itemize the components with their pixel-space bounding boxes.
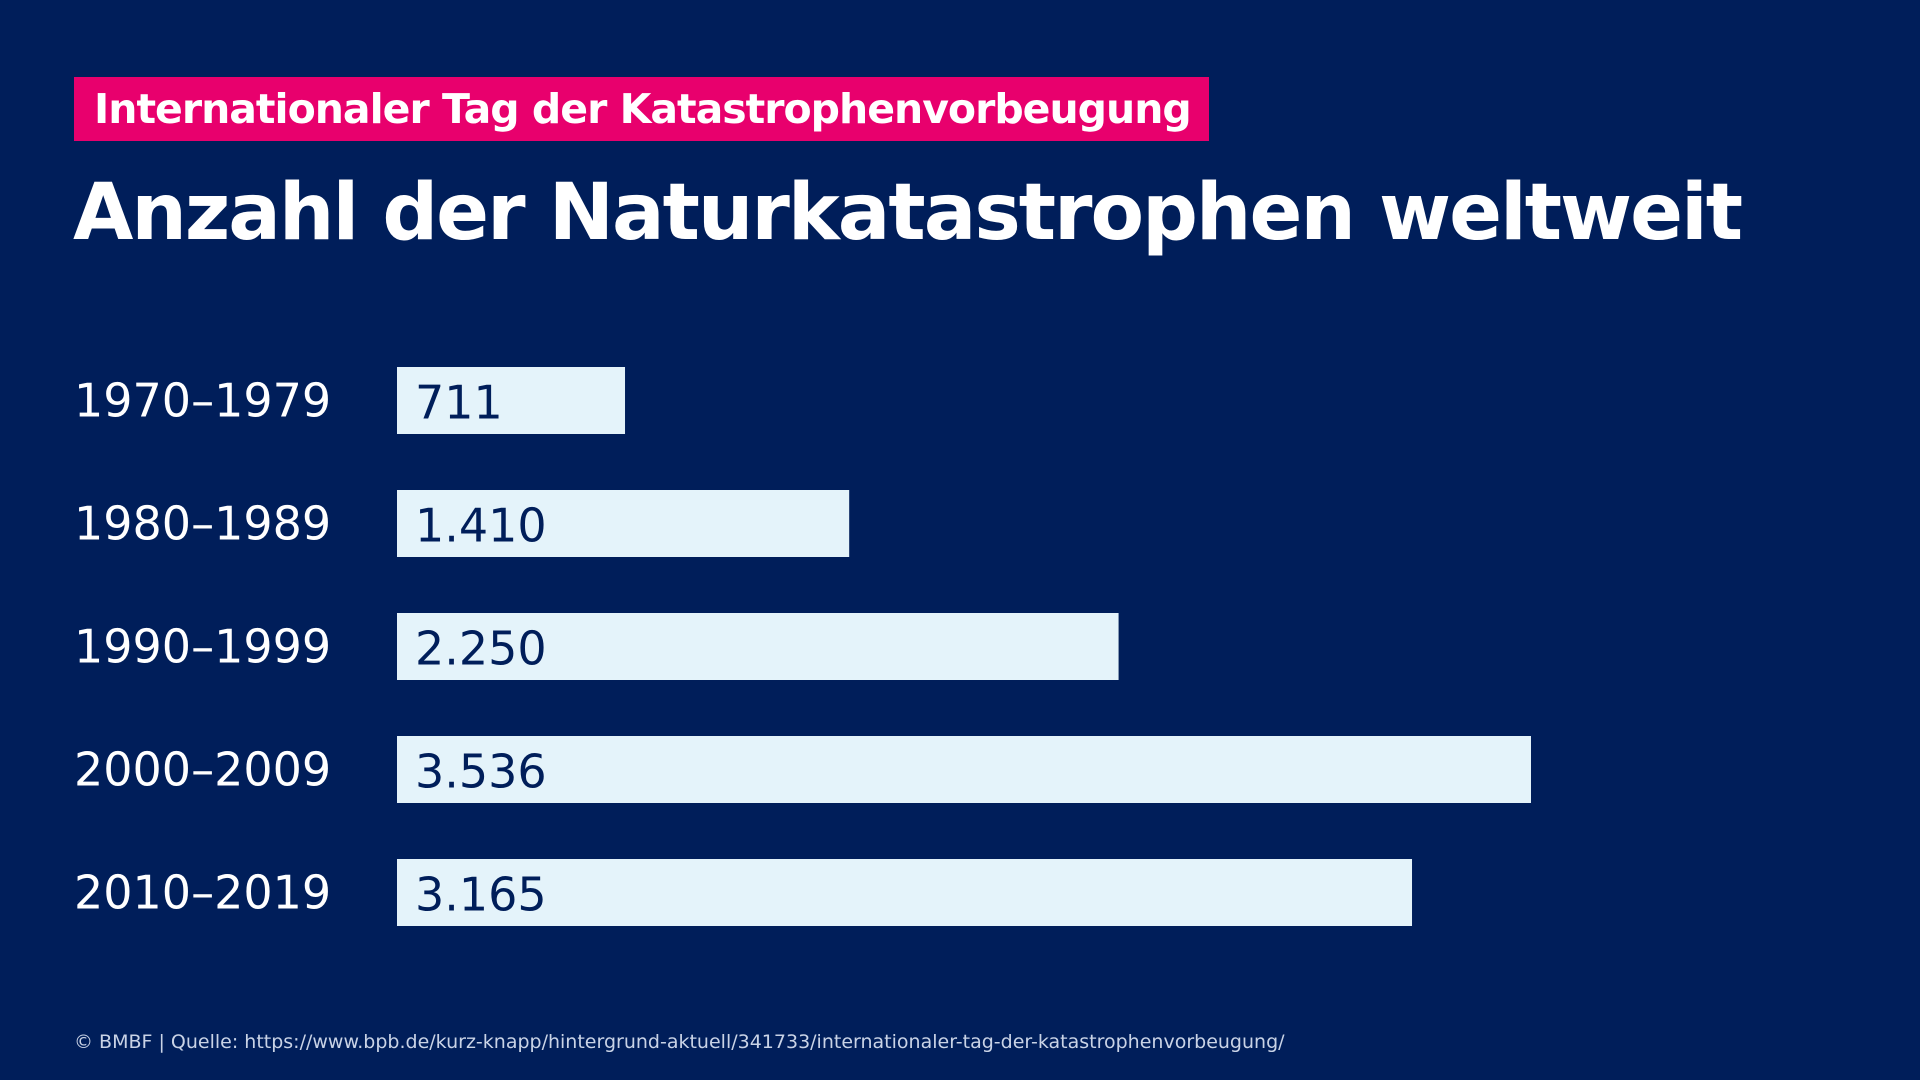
bar <box>397 736 1531 803</box>
category-label: 1980–1989 <box>74 497 331 551</box>
bar-value-label: 1.410 <box>415 499 547 553</box>
bar <box>397 367 626 434</box>
bar <box>397 490 850 557</box>
category-label: 2000–2009 <box>74 743 331 797</box>
category-label: 1970–1979 <box>74 374 331 428</box>
chart-title: Anzahl der Naturkatastrophen weltweit <box>73 168 1743 258</box>
category-label: 2010–2019 <box>74 866 331 920</box>
source-footer: © BMBF | Quelle: https://www.bpb.de/kurz… <box>74 1031 1285 1053</box>
bar-value-label: 3.536 <box>415 745 547 799</box>
bar-value-label: 711 <box>415 376 503 430</box>
bar-value-label: 3.165 <box>415 868 547 922</box>
category-label: 1990–1999 <box>74 620 331 674</box>
bar-value-label: 2.250 <box>415 622 547 676</box>
event-tag: Internationaler Tag der Katastrophenvorb… <box>74 77 1209 141</box>
bar <box>397 613 1119 680</box>
bar <box>397 859 1413 926</box>
event-tag-label: Internationaler Tag der Katastrophenvorb… <box>94 85 1192 133</box>
